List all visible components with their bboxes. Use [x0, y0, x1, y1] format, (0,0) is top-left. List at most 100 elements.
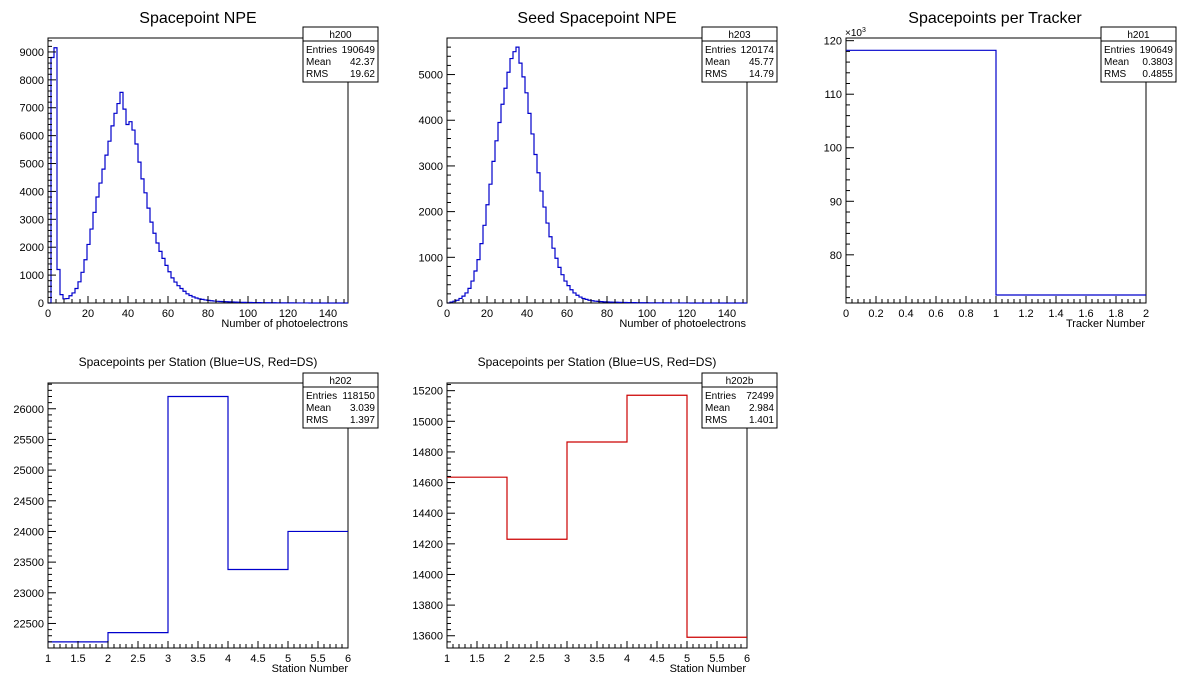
histogram-line [48, 395, 348, 643]
x-tick-label: 0.4 [898, 308, 913, 320]
stats-entries-label: Entries [1104, 45, 1135, 56]
histogram-marks [447, 46, 747, 304]
plot-frame [47, 37, 349, 304]
x-tick-label: 5 [684, 653, 690, 665]
x-tick-label: 3.5 [190, 653, 205, 665]
chart-title: Spacepoints per Tracker [908, 10, 1082, 27]
x-tick-label: 120 [279, 308, 297, 320]
y-tick-label: 25000 [13, 465, 44, 477]
x-tick-label: 60 [162, 308, 174, 320]
pad-h202: Spacepoints per Station (Blue=US, Red=DS… [13, 355, 379, 675]
x-tick-label: 1.8 [1108, 308, 1123, 320]
y-tick-label: 13800 [412, 600, 443, 612]
y-tick-label: 14600 [412, 478, 443, 490]
chart-title: Seed Spacepoint NPE [517, 10, 676, 27]
x-axis-label: Number of photoelectrons [619, 318, 746, 330]
y-tick-label: 22500 [13, 618, 44, 630]
stats-mean-label: Mean [306, 403, 331, 414]
stats-entries-label: Entries [705, 391, 736, 402]
y-tick-label: 3000 [419, 161, 443, 173]
x-tick-label: 0.2 [868, 308, 883, 320]
x-tick-label: 20 [481, 308, 493, 320]
x-tick-label: 6 [345, 653, 351, 665]
x-tick-label: 1.2 [1018, 308, 1033, 320]
y-tick-label: 3000 [20, 214, 44, 226]
y-tick-label: 2000 [20, 242, 44, 254]
stats-rms-value: 14.79 [749, 69, 774, 80]
x-tick-label: 4.5 [250, 653, 265, 665]
y-tick-label: 23000 [13, 588, 44, 600]
x-tick-label: 2.5 [529, 653, 544, 665]
x-tick-label: 4 [624, 653, 630, 665]
y-tick-label: 13600 [412, 631, 443, 643]
histogram-line [447, 46, 747, 304]
stats-mean-label: Mean [705, 403, 730, 414]
x-tick-label: 3 [165, 653, 171, 665]
y-tick-label: 7000 [20, 103, 44, 115]
x-tick-label: 2 [105, 653, 111, 665]
stats-mean-value: 2.984 [749, 403, 774, 414]
stats-box-frame [1100, 26, 1177, 83]
x-tick-label: 0 [444, 308, 450, 320]
histogram-marks [48, 47, 348, 304]
y-tick-label: 100 [824, 143, 842, 155]
pad-h200: Spacepoint NPE 0 20 40 60 80 100 120 140 0 1000 20… [20, 10, 379, 330]
y-tick-label: 80 [830, 250, 842, 262]
x-tick-label: 80 [601, 308, 613, 320]
x-tick-label: 6 [744, 653, 750, 665]
stats-entries-value: 120174 [741, 45, 775, 56]
y-tick-label: 9000 [20, 47, 44, 59]
x-tick-label: 2 [504, 653, 510, 665]
y-exponent-label: ×103 [845, 27, 866, 39]
y-tick-label: 0 [437, 298, 443, 310]
axis-ticks: 0 20 40 60 80 100 120 140 0 1000 2000 3000 4000 5000 6… [20, 40, 345, 320]
y-tick-label: 24000 [13, 526, 44, 538]
chart-title: Spacepoint NPE [139, 10, 256, 27]
x-tick-label: 5.5 [709, 653, 724, 665]
y-tick-label: 14800 [412, 447, 443, 459]
stats-name: h202 [329, 376, 352, 387]
y-tick-label: 25500 [13, 434, 44, 446]
stats-rms-value: 0.4855 [1142, 69, 1173, 80]
x-tick-label: 3.5 [589, 653, 604, 665]
histogram-line [846, 49, 1146, 296]
stats-rms-label: RMS [1104, 69, 1127, 80]
stats-entries-label: Entries [705, 45, 736, 56]
x-tick-label: 40 [122, 308, 134, 320]
x-tick-label: 2 [1143, 308, 1149, 320]
y-tick-label: 14000 [412, 569, 443, 581]
stats-name: h203 [728, 30, 751, 41]
x-tick-label: 140 [718, 308, 736, 320]
chart-title: Spacepoints per Station (Blue=US, Red=DS… [79, 355, 318, 369]
stats-name: h202b [726, 376, 754, 387]
stats-entries-label: Entries [306, 391, 337, 402]
x-tick-label: 1.6 [1078, 308, 1093, 320]
stats-box-frame [701, 372, 778, 429]
stats-entries-label: Entries [306, 45, 337, 56]
x-tick-label: 4.5 [649, 653, 664, 665]
pad-h202b: Spacepoints per Station (Blue=US, Red=DS… [412, 355, 778, 675]
x-axis-label: Station Number [670, 663, 747, 675]
axis-ticks: 0 20 40 60 80 100 120 140 0 1000 2000 3000 4000 5000 [419, 37, 744, 320]
histogram-marks [846, 49, 1146, 296]
x-tick-label: 0 [843, 308, 849, 320]
stats-entries-value: 72499 [746, 391, 774, 402]
x-tick-label: 5.5 [310, 653, 325, 665]
chart-title: Spacepoints per Station (Blue=US, Red=DS… [478, 355, 717, 369]
stats-box: h201 Entries 190649 Mean 0.3803 RMS 0.48… [1100, 26, 1177, 83]
x-tick-label: 3 [564, 653, 570, 665]
y-tick-label: 1000 [419, 252, 443, 264]
stats-entries-value: 118150 [342, 391, 375, 402]
x-tick-label: 80 [202, 308, 214, 320]
x-tick-label: 1 [45, 653, 51, 665]
stats-box-frame [302, 26, 379, 83]
x-tick-label: 1.5 [70, 653, 85, 665]
plot-frame [446, 37, 748, 304]
y-tick-label: 15200 [412, 386, 443, 398]
stats-rms-label: RMS [705, 415, 728, 426]
y-tick-label: 14200 [412, 539, 443, 551]
y-tick-label: 0 [38, 298, 44, 310]
stats-mean-value: 45.77 [749, 57, 774, 68]
stats-mean-label: Mean [705, 57, 730, 68]
